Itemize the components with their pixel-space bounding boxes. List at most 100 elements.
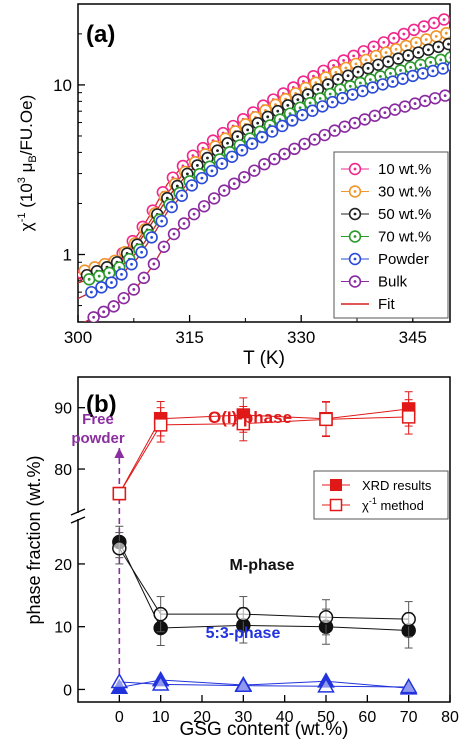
panel-a-marker-dot bbox=[422, 25, 426, 28]
panel-b-x-tick-label: 0 bbox=[115, 709, 124, 726]
panel-a-marker-dot bbox=[132, 288, 136, 291]
legend-item-4: Powder bbox=[341, 251, 429, 268]
panel-a-marker-dot bbox=[379, 75, 382, 78]
panel-a-marker-dot bbox=[170, 205, 174, 209]
panel-a-marker-dot bbox=[185, 172, 189, 176]
panel-b-series-O(I)-chi bbox=[112, 399, 416, 501]
panel-a-marker-dot bbox=[288, 112, 292, 116]
panel-a-marker-dot bbox=[122, 296, 126, 300]
panel-a-marker-dot bbox=[342, 59, 346, 62]
panel-a-marker-dot bbox=[296, 98, 300, 102]
panel-a-marker-dot bbox=[363, 118, 367, 121]
free-powder-arrowhead bbox=[114, 448, 125, 458]
legend-label: Fit bbox=[378, 296, 395, 313]
panel-a-marker-dot bbox=[411, 74, 415, 78]
panel-a-marker-dot bbox=[293, 147, 296, 151]
panel-a-marker-dot bbox=[334, 70, 338, 74]
panel-a-marker-dot bbox=[313, 138, 316, 141]
legend-label: Bulk bbox=[378, 274, 408, 291]
panel-a-marker-dot bbox=[332, 64, 335, 67]
panel-a-marker-dot bbox=[416, 51, 420, 54]
panel-b-plot-frame bbox=[77, 376, 451, 703]
panel-a-marker-dot bbox=[362, 49, 366, 53]
panel-a-marker-dot bbox=[393, 108, 397, 112]
panel-a-marker-dot bbox=[424, 38, 428, 41]
panel-a-marker-dot bbox=[412, 28, 416, 32]
panel-a-marker-dot bbox=[316, 88, 320, 91]
annotation-free-powder-line1: Free bbox=[82, 411, 114, 428]
panel-a-marker-dot bbox=[286, 103, 290, 107]
panel-a-marker-dot bbox=[406, 54, 410, 57]
panel-b-y-tick-label: 0 bbox=[63, 682, 72, 699]
panel-a-marker-dot bbox=[314, 81, 318, 85]
panel-b: 0 10 20 30 40 50 60 70 80 0 10 20 80 90 (b) GSG cont… bbox=[24, 376, 459, 740]
panel-a-series-4 bbox=[78, 61, 450, 300]
annotation-53-phase: 5:3-phase bbox=[206, 625, 281, 642]
legend-item-1: 30 wt.% bbox=[341, 184, 431, 201]
panel-b-label: (b) bbox=[86, 391, 117, 418]
panel-a-marker-dot bbox=[333, 129, 337, 132]
panel-b-series bbox=[110, 391, 418, 695]
legend-item-fit: Fit bbox=[341, 296, 395, 313]
panel-a-marker-dot bbox=[200, 176, 204, 180]
panel-a-marker-dot bbox=[356, 70, 360, 74]
panel-a-marker-dot bbox=[202, 204, 206, 208]
panel-a-marker-dot bbox=[206, 156, 209, 160]
panel-a-marker-dot bbox=[160, 219, 164, 223]
panel-a-marker-dot bbox=[260, 135, 264, 139]
panel-a-x-tick-label: 345 bbox=[399, 328, 427, 347]
panel-b-series-5:3-chi bbox=[110, 672, 418, 694]
panel-a-y-tick-label: 10 bbox=[53, 76, 72, 95]
panel-a-marker-dot bbox=[242, 175, 246, 179]
panel-a-marker-dot bbox=[336, 78, 340, 81]
panel-a-marker-dot bbox=[443, 94, 447, 98]
panel-a-marker-dot bbox=[212, 197, 216, 200]
panel-b-series-M-chi bbox=[112, 532, 416, 638]
panel-b-marker bbox=[319, 412, 333, 427]
panel-b-marker bbox=[236, 606, 251, 622]
panel-a-marker-dot bbox=[107, 271, 111, 275]
panel-a-marker-dot bbox=[348, 84, 352, 88]
panel-a-marker-dot bbox=[409, 66, 412, 69]
panel-b-marker bbox=[236, 416, 251, 431]
panel-a-marker-dot bbox=[120, 273, 123, 276]
panel-a-plot-frame bbox=[77, 3, 451, 323]
panel-a-series bbox=[78, 13, 450, 322]
panel-a-marker-dot bbox=[402, 32, 406, 36]
panel-b-y-tick-label: 10 bbox=[54, 620, 72, 637]
annotation-m-phase: M-phase bbox=[230, 557, 295, 574]
panel-a-marker-dot bbox=[250, 142, 254, 146]
panel-a-marker-dot bbox=[374, 54, 378, 58]
panel-a-marker-dot bbox=[87, 277, 91, 281]
panel-a-marker-dot bbox=[376, 63, 380, 67]
panel-a-x-axis-label: T (K) bbox=[243, 348, 285, 369]
panel-a-marker-dot bbox=[240, 148, 244, 152]
panel-a-marker-dot bbox=[180, 194, 184, 198]
panel-a-marker-dot bbox=[140, 250, 144, 254]
panel-a-marker-dot bbox=[328, 92, 332, 96]
annotation-o-phase: O(I)-phase bbox=[208, 408, 292, 427]
panel-a-marker-dot bbox=[216, 149, 219, 152]
panel-a-marker-dot bbox=[270, 130, 274, 133]
panel-a-marker-dot bbox=[447, 42, 450, 46]
panel-a-marker-dot bbox=[352, 54, 356, 58]
panel-a-marker-dot bbox=[222, 189, 226, 192]
panel-b-x-tick-label: 80 bbox=[441, 709, 459, 726]
panel-a-marker-dot bbox=[386, 60, 390, 64]
panel-a-marker-dot bbox=[358, 81, 362, 85]
legend-label: Powder bbox=[378, 251, 429, 268]
panel-a-x-tick-label: 315 bbox=[175, 328, 203, 347]
panel-a-x-tick-labels: 300 315 330 345 bbox=[64, 328, 427, 347]
panel-a-marker-dot bbox=[290, 119, 294, 122]
panel-a-marker-dot bbox=[306, 93, 310, 96]
panel-a-marker-dot bbox=[433, 96, 437, 100]
panel-a-marker-dot bbox=[152, 262, 156, 266]
panel-a-marker-dot bbox=[232, 182, 236, 186]
legend-label: 30 wt.% bbox=[378, 184, 431, 201]
panel-a-marker-dot bbox=[300, 113, 304, 117]
panel-a-marker-dot bbox=[353, 121, 357, 125]
panel-a-marker-dot bbox=[413, 102, 417, 105]
panel-a-legend: 10 wt.% 30 wt.% 50 wt.% 70 wt.% Powder Bulk Fi… bbox=[333, 151, 449, 319]
panel-b-marker bbox=[234, 676, 253, 693]
panel-a: 300 315 330 345 1 10 (a) T (K) χ-1 (103 μB/F… bbox=[16, 3, 451, 369]
